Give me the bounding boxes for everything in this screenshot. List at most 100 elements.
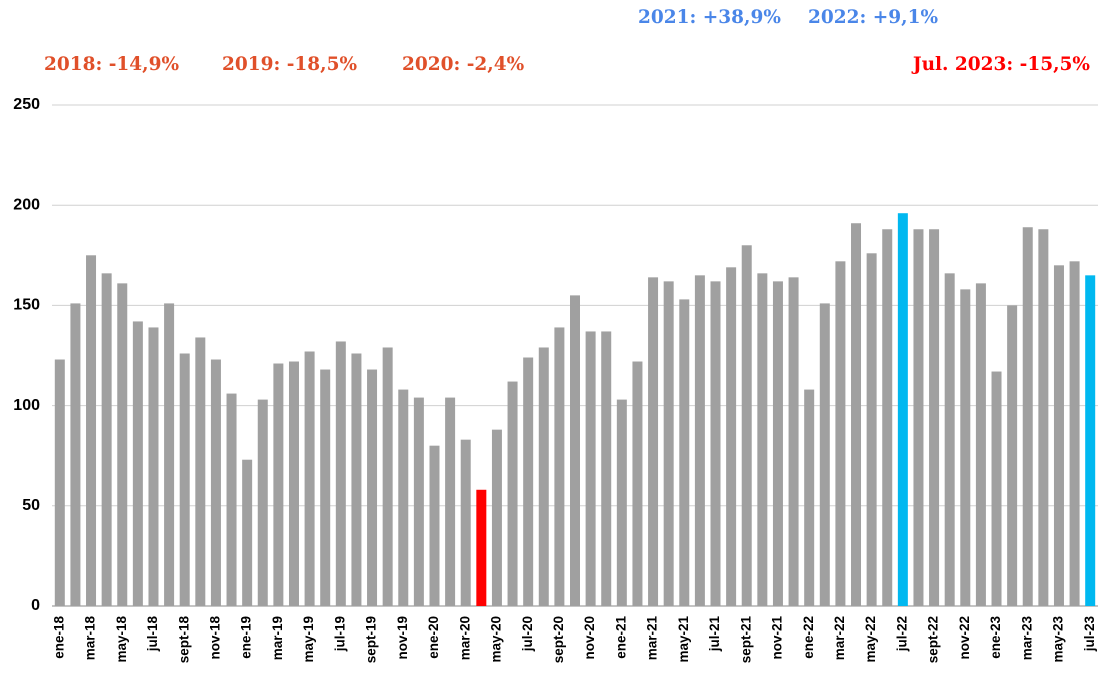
- y-tick-label: 250: [13, 96, 40, 113]
- bar: [991, 371, 1002, 606]
- x-tick-label: mar-22: [832, 616, 847, 660]
- bar: [929, 229, 940, 607]
- bar: [866, 253, 877, 606]
- x-tick-label: nov-18: [207, 616, 222, 660]
- bar: [210, 359, 221, 606]
- x-tick-label: jul-19: [332, 616, 347, 652]
- bar: [819, 303, 830, 606]
- x-tick-label: mar-18: [83, 616, 98, 661]
- bar: [772, 281, 783, 606]
- x-tick-label: ene-20: [426, 616, 441, 659]
- bar: [679, 299, 690, 606]
- x-tick-label: ene-21: [613, 616, 628, 659]
- x-tick-label: ene-23: [988, 616, 1003, 659]
- bar: [335, 341, 346, 606]
- bar: [1069, 261, 1080, 606]
- annotation: 2018: -14,9%: [44, 54, 179, 75]
- bar: [1053, 265, 1064, 606]
- bar: [648, 277, 659, 606]
- bar: [304, 351, 315, 606]
- bar: [460, 439, 471, 606]
- annotation: Jul. 2023: -15,5%: [911, 54, 1091, 75]
- bar: [179, 353, 190, 606]
- bar: [523, 357, 534, 606]
- bar: [101, 273, 112, 606]
- bar: [1022, 227, 1033, 606]
- x-tick-label: sept-19: [364, 616, 379, 663]
- bar: [351, 353, 362, 606]
- bar: [117, 283, 128, 606]
- bar: [1085, 275, 1096, 606]
- bar: [273, 363, 284, 606]
- bar: [585, 331, 596, 606]
- bar: [320, 369, 331, 606]
- y-tick-label: 150: [13, 297, 40, 314]
- bar: [757, 273, 768, 606]
- bar: [882, 229, 893, 607]
- x-tick-label: mar-23: [1019, 616, 1034, 661]
- bar: [710, 281, 721, 606]
- bar: [288, 361, 299, 606]
- x-tick-label: may-19: [301, 616, 316, 663]
- x-tick-label: sept-18: [176, 616, 191, 664]
- bar: [195, 337, 206, 606]
- y-tick-label: 200: [13, 196, 40, 213]
- bar: [242, 459, 253, 606]
- x-tick-label: nov-21: [770, 616, 785, 660]
- bar: [148, 327, 159, 606]
- x-tick-label: may-22: [863, 616, 878, 663]
- bar: [367, 369, 378, 606]
- annotation: 2019: -18,5%: [222, 54, 357, 75]
- x-tick-label: jul-20: [520, 616, 535, 652]
- annotation: 2021: +38,9%: [638, 7, 781, 28]
- bar: [632, 361, 643, 606]
- bar: [1038, 229, 1049, 607]
- bar: [491, 429, 502, 606]
- bar: [132, 321, 143, 606]
- bar: [1007, 305, 1018, 606]
- x-tick-label: nov-19: [395, 616, 410, 660]
- y-tick-label: 0: [31, 597, 40, 614]
- bar: [835, 261, 846, 606]
- x-tick-label: jul-18: [145, 616, 160, 653]
- x-tick-label: nov-20: [582, 616, 597, 660]
- bar: [554, 327, 565, 606]
- x-tick-label: sept-20: [551, 616, 566, 663]
- bar: [663, 281, 674, 606]
- bar: [429, 445, 440, 606]
- x-tick-label: may-18: [114, 616, 129, 663]
- bar: [804, 389, 815, 606]
- annotation: 2022: +9,1%: [808, 7, 938, 28]
- x-tick-label: nov-22: [957, 616, 972, 660]
- bar: [897, 213, 908, 606]
- x-tick-label: sept-21: [738, 616, 753, 664]
- annotation: 2020: -2,4%: [402, 54, 525, 75]
- bar: [616, 399, 627, 606]
- x-tick-label: may-21: [676, 616, 691, 663]
- bar: [476, 489, 487, 606]
- x-tick-label: jul-23: [1082, 616, 1097, 653]
- bar: [445, 397, 456, 606]
- bar: [741, 245, 752, 606]
- x-tick-label: may-23: [1051, 616, 1066, 663]
- x-tick-label: mar-19: [270, 616, 285, 660]
- x-tick-label: ene-18: [51, 616, 66, 659]
- bar: [86, 255, 97, 607]
- x-tick-label: may-20: [488, 616, 503, 663]
- bar: [601, 331, 612, 606]
- bar: [788, 277, 799, 606]
- bar: [694, 275, 705, 606]
- bar: [851, 223, 862, 606]
- bar: [913, 229, 924, 607]
- bar: [507, 381, 518, 606]
- bar: [398, 389, 409, 606]
- bar: [413, 397, 424, 606]
- x-tick-label: mar-21: [645, 616, 660, 661]
- bar: [70, 303, 81, 606]
- y-tick-label: 50: [22, 497, 40, 514]
- x-tick-label: ene-19: [239, 616, 254, 659]
- x-tick-label: mar-20: [457, 616, 472, 660]
- x-tick-label: jul-21: [707, 616, 722, 653]
- bar: [726, 267, 737, 606]
